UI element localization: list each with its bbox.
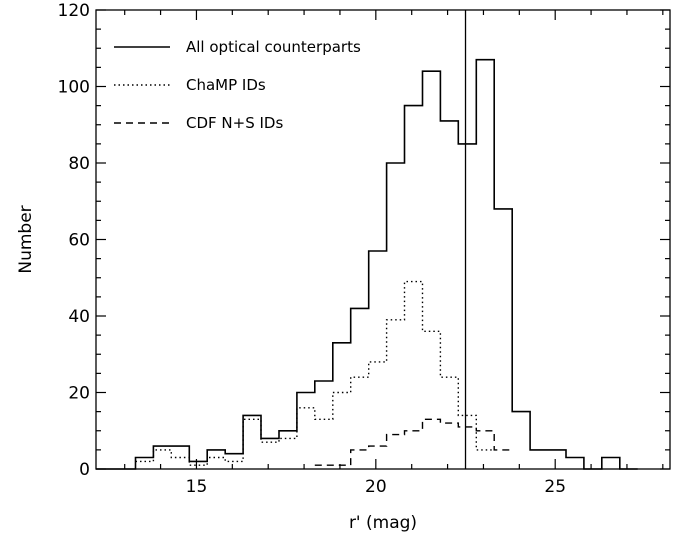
- series-dashed-2: [314, 418, 513, 466]
- series-solid-0: [96, 58, 638, 470]
- y-tick-label: 80: [68, 154, 90, 174]
- y-axis-label: Number: [16, 205, 36, 273]
- x-axis-label: r' (mag): [349, 513, 417, 533]
- y-tick-label: 0: [79, 460, 90, 480]
- plot-frame: [95, 9, 671, 470]
- legend-label: CDF N+S IDs: [186, 114, 283, 132]
- legend-label: All optical counterparts: [186, 38, 361, 56]
- axes-layer: 15 20 25 0 20 40 60 80 100 120: [58, 1, 671, 497]
- y-tick-label: 20: [68, 384, 90, 404]
- x-tick-label: 20: [365, 477, 387, 497]
- y-tick-label: 60: [68, 231, 90, 251]
- legend: All optical counterparts ChaMP IDs CDF N+S…: [114, 38, 361, 132]
- y-tick-label: 40: [68, 307, 90, 327]
- y-tick-label: 100: [58, 78, 90, 98]
- y-tick-label: 120: [58, 1, 90, 21]
- series-dotted-1: [135, 280, 495, 466]
- legend-label: ChaMP IDs: [186, 76, 266, 94]
- plot-layer: [96, 10, 638, 470]
- x-tick-label: 15: [186, 477, 208, 497]
- x-tick-label: 25: [544, 477, 566, 497]
